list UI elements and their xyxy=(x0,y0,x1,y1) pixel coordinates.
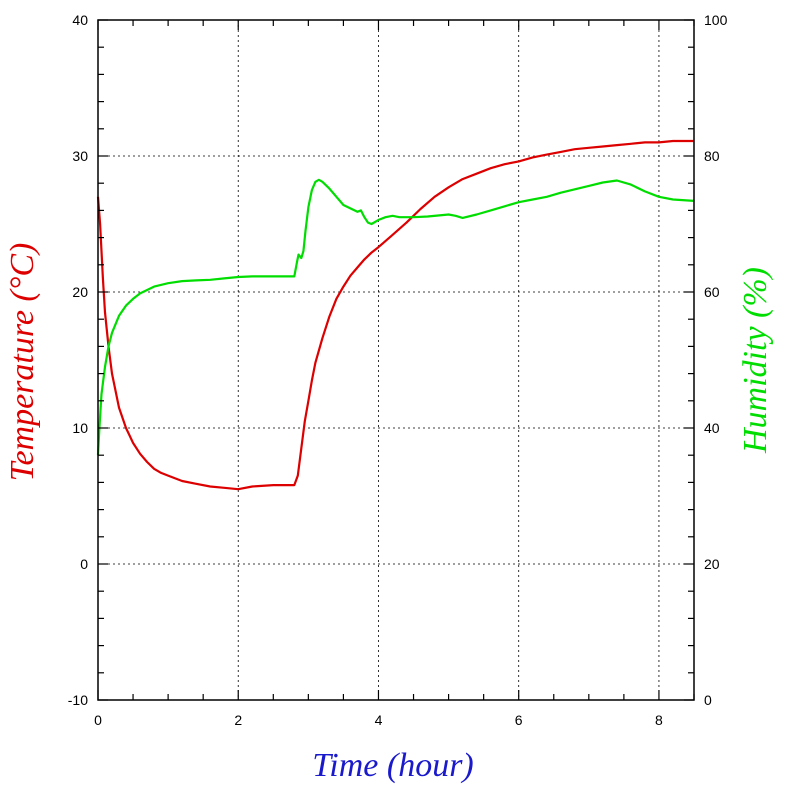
plot-frame xyxy=(97,19,695,701)
temperature-line xyxy=(96,139,694,491)
y-left-tick-label: 40 xyxy=(72,12,88,28)
y-right-tick-label: 0 xyxy=(704,692,712,708)
y-left-tick-label: 30 xyxy=(72,148,88,164)
y-left-tick-label: 20 xyxy=(72,284,88,300)
x-tick-label: 6 xyxy=(515,712,523,728)
y-left-tick-labels: -10 0 10 20 30 40 xyxy=(68,12,88,708)
y-left-tick-label: 10 xyxy=(72,420,88,436)
y-right-tick-labels: 0 20 40 60 80 100 xyxy=(704,12,728,708)
y-axis-title-right: Humidity (%) xyxy=(737,267,774,454)
gridlines xyxy=(98,20,694,700)
x-tick-label: 4 xyxy=(375,712,383,728)
x-tick-label: 0 xyxy=(94,712,102,728)
x-tick-label: 8 xyxy=(655,712,663,728)
x-axis-title: Time (hour) xyxy=(312,747,474,784)
y-left-tick-label: -10 xyxy=(68,692,88,708)
y-axis-title-left: Temperature (°C) xyxy=(4,243,41,482)
y-right-tick-label: 60 xyxy=(704,284,720,300)
y-right-tick-label: 100 xyxy=(704,12,728,28)
x-tick-labels: 0 2 4 6 8 xyxy=(94,712,663,728)
x-tick-label: 2 xyxy=(234,712,242,728)
tick-marks xyxy=(97,19,695,701)
humidity-line xyxy=(96,178,695,456)
y-left-tick-label: 0 xyxy=(80,556,88,572)
y-right-tick-label: 40 xyxy=(704,420,720,436)
y-right-tick-label: 80 xyxy=(704,148,720,164)
series-layer xyxy=(96,139,695,491)
y-right-tick-label: 20 xyxy=(704,556,720,572)
